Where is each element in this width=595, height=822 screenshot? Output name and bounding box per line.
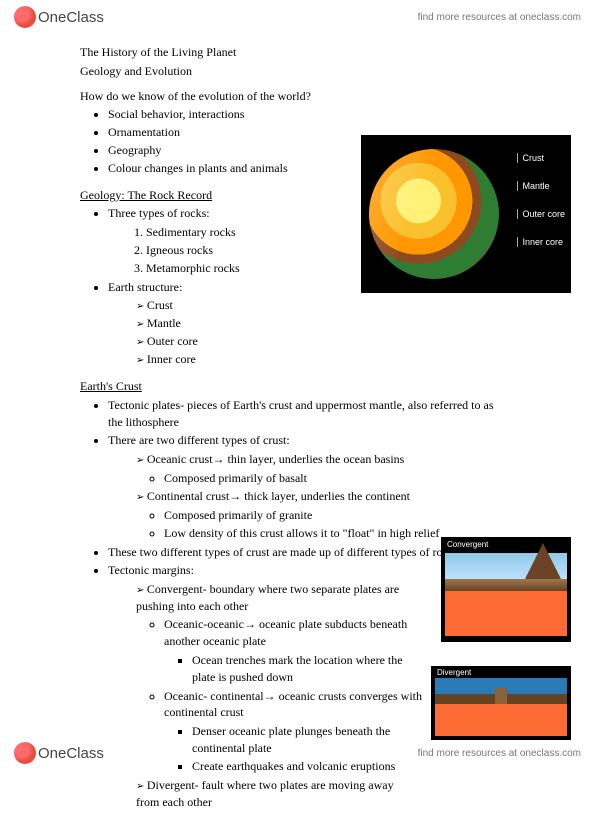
rock-types-lead: Three types of rocks: xyxy=(108,206,210,220)
brand-icon xyxy=(14,742,36,764)
margins-lead: Tectonic margins: xyxy=(108,563,194,577)
intro-question: How do we know of the evolution of the w… xyxy=(80,88,525,105)
brand-icon xyxy=(14,6,36,28)
label-crust: Crust xyxy=(517,153,565,163)
brand-name: OneClass xyxy=(38,9,104,26)
divergent-diagram: Divergent xyxy=(431,666,571,740)
crust-layer xyxy=(445,579,567,591)
doc-title-2: Geology and Evolution xyxy=(80,63,525,80)
list-item: Oceanic crust→ thin layer, underlies the… xyxy=(136,451,525,487)
list-item: Continental crust→ thick layer, underlie… xyxy=(136,488,525,542)
list-item: Crust xyxy=(136,297,525,314)
label-outer-core: Outer core xyxy=(517,209,565,219)
list-item: Composed primarily of basalt xyxy=(164,470,525,487)
list-item: Ocean trenches mark the location where t… xyxy=(192,652,422,686)
list-item: Social behavior, interactions xyxy=(108,106,525,123)
ridge-icon xyxy=(495,688,507,704)
list-item: There are two different types of crust: … xyxy=(108,432,525,542)
convergent-diagram: Convergent xyxy=(441,537,571,642)
conv-oc: Oceanic- continental→ oceanic crusts con… xyxy=(164,689,422,720)
earth-structure-lead: Earth structure: xyxy=(108,280,182,294)
oceanic-crust: Oceanic crust→ thin layer, underlies the… xyxy=(147,452,404,466)
label-mantle: Mantle xyxy=(517,181,565,191)
doc-title-1: The History of the Living Planet xyxy=(80,44,525,61)
oceanic-sub-list: Composed primarily of basalt xyxy=(136,470,525,487)
list-item: Mantle xyxy=(136,315,525,332)
page-header: OneClass find more resources at oneclass… xyxy=(0,0,595,34)
two-types-lead: There are two different types of crust: xyxy=(108,433,290,447)
earth-globe-icon xyxy=(359,139,510,290)
mantle-layer xyxy=(435,704,567,736)
convergent-label: Convergent xyxy=(447,540,488,549)
volcano-icon xyxy=(525,543,561,579)
continental-crust: Continental crust→ thick layer, underlie… xyxy=(147,489,410,503)
brand-name-footer: OneClass xyxy=(38,745,104,762)
tagline[interactable]: find more resources at oneclass.com xyxy=(418,12,581,23)
tagline-footer[interactable]: find more resources at oneclass.com xyxy=(418,748,581,759)
page-footer: OneClass find more resources at oneclass… xyxy=(0,736,595,770)
section-heading-crust: Earth's Crust xyxy=(80,378,525,395)
brand-logo-footer[interactable]: OneClass xyxy=(14,742,104,764)
conv-oo: Oceanic-oceanic→ oceanic plate subducts … xyxy=(164,617,407,648)
crust-types-list: Oceanic crust→ thin layer, underlies the… xyxy=(108,451,525,542)
brand-logo[interactable]: OneClass xyxy=(14,6,104,28)
earth-layer-labels: Crust Mantle Outer core Inner core xyxy=(517,153,565,247)
list-item: Tectonic plates- pieces of Earth's crust… xyxy=(108,397,508,431)
list-item: Oceanic-oceanic→ oceanic plate subducts … xyxy=(164,616,434,685)
list-item: Composed primarily of granite xyxy=(164,507,525,524)
convergent-def: Convergent- boundary where two separate … xyxy=(136,582,399,613)
divergent-label: Divergent xyxy=(437,668,471,677)
list-item: Inner core xyxy=(136,351,525,368)
conv-oo-sub-list: Ocean trenches mark the location where t… xyxy=(164,652,434,686)
divergent-def: Divergent- fault where two plates are mo… xyxy=(136,778,394,809)
list-item: Divergent- fault where two plates are mo… xyxy=(136,777,416,811)
earth-layers-list: Crust Mantle Outer core Inner core xyxy=(108,297,525,368)
list-item: Outer core xyxy=(136,333,525,350)
earth-cutaway-diagram: Crust Mantle Outer core Inner core xyxy=(361,135,571,293)
label-inner-core: Inner core xyxy=(517,237,565,247)
